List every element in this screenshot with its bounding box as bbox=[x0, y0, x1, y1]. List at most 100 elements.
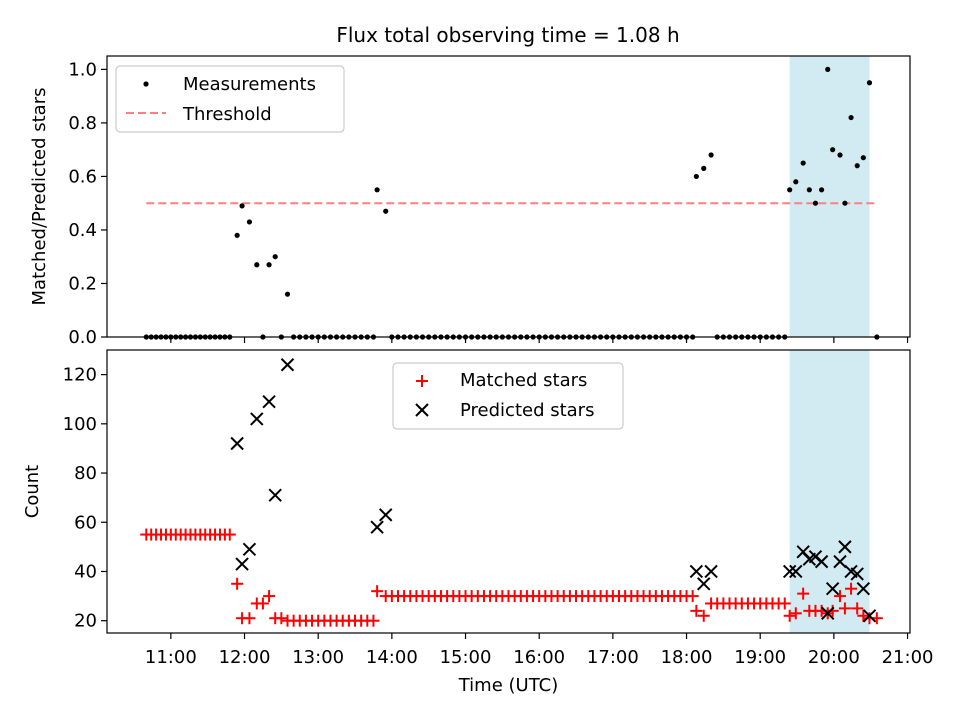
y-tick-label: 40 bbox=[74, 561, 97, 582]
ratio-x-axis bbox=[170, 337, 909, 343]
matched-stars-point bbox=[697, 609, 710, 622]
predicted-stars-point bbox=[250, 412, 264, 426]
y-tick-label: 1.0 bbox=[68, 59, 97, 80]
chart-title: Flux total observing time = 1.08 h bbox=[336, 23, 679, 47]
legend-threshold-label: Threshold bbox=[182, 104, 272, 125]
ratio-y-label: Matched/Predicted stars bbox=[29, 88, 50, 306]
measurement-point bbox=[793, 179, 799, 185]
predicted-stars-point bbox=[280, 358, 295, 372]
ratio-legend: Measurements Threshold bbox=[115, 65, 345, 133]
legend-matched-label: Matched stars bbox=[460, 370, 587, 391]
predicted-stars-point bbox=[838, 540, 852, 554]
ratio-y-axis: 0.0 0.2 0.4 0.6 0.8 1.0 bbox=[68, 59, 107, 348]
matched-stars-point bbox=[857, 609, 870, 622]
matched-stars-point bbox=[797, 587, 810, 600]
predicted-stars-point bbox=[850, 567, 864, 581]
measurement-point bbox=[272, 254, 278, 260]
x-tick-label: 13:00 bbox=[292, 647, 344, 668]
measurement-point bbox=[383, 208, 389, 214]
measurement-point bbox=[374, 187, 380, 193]
count-panel: 20 40 60 80 100 120 11:00 12:00 13:00 14:00 15:00… bbox=[22, 349, 934, 696]
y-tick-label: 80 bbox=[74, 463, 97, 484]
count-plot-frame bbox=[106, 349, 911, 634]
matched-stars-point bbox=[778, 597, 791, 610]
predicted-stars-point bbox=[782, 564, 797, 579]
measurement-point bbox=[830, 147, 836, 153]
x-tick-label: 12:00 bbox=[219, 647, 271, 668]
legend-matched-marker bbox=[416, 375, 428, 387]
measurement-point bbox=[246, 219, 253, 225]
matched-stars-point bbox=[690, 604, 703, 617]
matched-stars-point bbox=[256, 597, 269, 610]
predicted-stars-point bbox=[814, 554, 829, 569]
count-x-axis: 11:00 12:00 13:00 14:00 15:00 16:00 17:00 18:00… bbox=[145, 633, 934, 668]
predicted-stars-point bbox=[856, 581, 871, 596]
measurement-point bbox=[866, 80, 873, 86]
ratio-legend-box bbox=[115, 65, 345, 133]
measurement-point bbox=[708, 152, 714, 158]
matched-stars-point bbox=[275, 612, 288, 625]
measurement-point bbox=[787, 187, 793, 193]
x-tick-label: 20:00 bbox=[808, 647, 860, 668]
matched-stars-point bbox=[834, 590, 847, 603]
predicted-stars-point bbox=[862, 609, 877, 623]
matched-stars-point bbox=[826, 604, 839, 617]
measurement-point bbox=[860, 155, 866, 161]
predicted-stars-point bbox=[242, 542, 257, 557]
y-tick-label: 0.6 bbox=[68, 166, 97, 187]
matched-stars-point bbox=[789, 607, 802, 620]
measurement-point bbox=[284, 291, 291, 297]
x-tick-label: 16:00 bbox=[513, 647, 565, 668]
measurement-point bbox=[818, 187, 825, 193]
measurement-point bbox=[848, 114, 854, 121]
ratio-span bbox=[789, 56, 870, 337]
measurement-point bbox=[842, 200, 848, 206]
predicted-stars-point bbox=[821, 606, 835, 621]
predicted-stars-point bbox=[262, 394, 276, 409]
matched-stars-point bbox=[231, 577, 244, 590]
matched-stars-point bbox=[851, 602, 864, 615]
matched-stars-point bbox=[371, 585, 384, 598]
count-legend-box bbox=[392, 362, 624, 430]
y-tick-label: 0.2 bbox=[68, 273, 97, 294]
measurement-point bbox=[800, 160, 806, 166]
count-y-axis: 20 40 60 80 100 120 bbox=[63, 365, 107, 632]
predicted-stars-point bbox=[697, 577, 711, 591]
measurement-point bbox=[854, 163, 860, 169]
y-tick-label: 100 bbox=[63, 414, 97, 435]
matched-stars-point bbox=[783, 609, 796, 622]
measurement-point bbox=[266, 262, 272, 268]
measurement-point bbox=[806, 187, 812, 193]
matched-stars-point bbox=[838, 602, 851, 615]
y-tick-label: 0.4 bbox=[68, 220, 97, 241]
measurement-point bbox=[254, 262, 260, 268]
predicted-stars-point bbox=[235, 557, 249, 571]
count-markers bbox=[140, 358, 883, 627]
measurement-point bbox=[701, 165, 707, 171]
x-tick-label: 15:00 bbox=[440, 647, 492, 668]
matched-stars-point bbox=[845, 582, 858, 595]
y-tick-label: 120 bbox=[63, 365, 97, 386]
predicted-stars-point bbox=[825, 581, 840, 596]
x-tick-label: 11:00 bbox=[145, 647, 197, 668]
measurement-point bbox=[837, 152, 843, 158]
matched-stars-point bbox=[223, 528, 236, 541]
measurement-point bbox=[812, 200, 819, 206]
ratio-plot-frame bbox=[106, 55, 911, 338]
predicted-stars-point bbox=[370, 520, 384, 534]
y-tick-label: 0.8 bbox=[68, 113, 97, 134]
measurement-point bbox=[825, 66, 831, 72]
predicted-stars-point bbox=[704, 564, 718, 579]
x-tick-label: 21:00 bbox=[882, 647, 934, 668]
matched-stars-point bbox=[367, 614, 380, 627]
legend-measurements-label: Measurements bbox=[183, 74, 316, 95]
x-tick-label: 14:00 bbox=[366, 647, 418, 668]
legend-predicted-marker bbox=[415, 403, 429, 417]
x-tick-label: 18:00 bbox=[661, 647, 713, 668]
count-y-label: Count bbox=[22, 465, 43, 518]
predicted-stars-point bbox=[379, 508, 393, 522]
predicted-stars-point bbox=[789, 564, 803, 579]
ratio-panel: 0.0 0.2 0.4 0.6 0.8 1.0 Matched/Predicted sta… bbox=[29, 55, 911, 348]
measurement-point bbox=[239, 203, 245, 209]
